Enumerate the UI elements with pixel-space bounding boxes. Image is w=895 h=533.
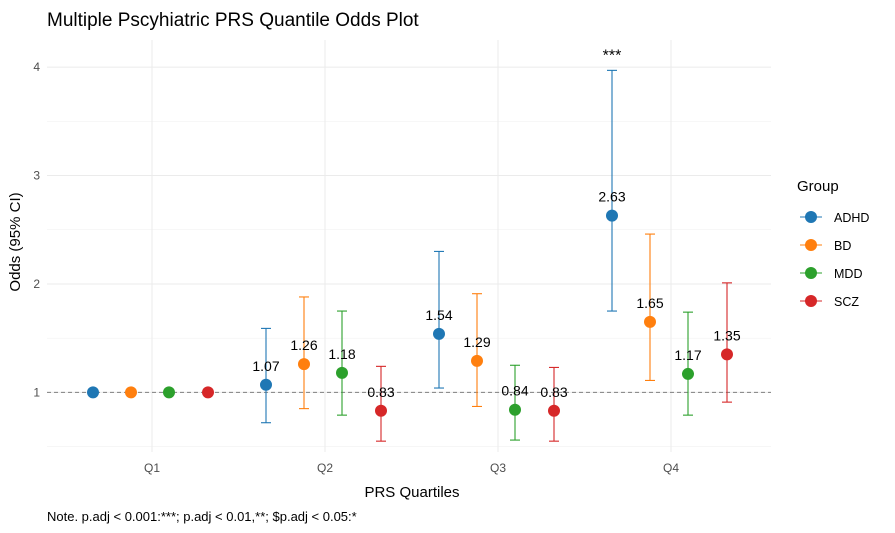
data-point xyxy=(336,366,348,379)
y-axis-ticks: 1 2 3 4 xyxy=(33,60,40,399)
data-point xyxy=(682,367,694,380)
legend-label: ADHD xyxy=(834,211,869,225)
legend-title: Group xyxy=(797,178,839,195)
plot-marks: 1.071.542.63***1.26 1.291.651.180.841.170… xyxy=(87,47,741,442)
data-label: 1.54 xyxy=(425,307,452,323)
x-tick-label: Q3 xyxy=(490,461,506,475)
data-point xyxy=(721,348,733,361)
x-tick-label: Q4 xyxy=(663,461,679,475)
legend-item-bd: BD xyxy=(800,239,851,253)
data-point xyxy=(606,209,618,222)
data-point xyxy=(471,354,483,367)
data-label: 0.83 xyxy=(367,384,394,400)
data-label: 1.65 xyxy=(636,295,663,311)
data-point xyxy=(125,386,137,399)
series-mdd: 1.18 0.84 1.17 xyxy=(163,310,702,441)
legend-label: SCZ xyxy=(834,295,859,309)
data-point xyxy=(260,378,272,391)
y-tick-label: 1 xyxy=(33,385,40,399)
legend-key-dot xyxy=(805,267,817,279)
x-axis-title: PRS Quartiles xyxy=(364,484,459,501)
y-axis-title: Odds (95% CI) xyxy=(7,192,24,291)
data-point xyxy=(509,403,521,416)
significance-label: *** xyxy=(603,47,622,64)
x-tick-label: Q1 xyxy=(144,461,160,475)
legend-item-scz: SCZ xyxy=(800,295,859,309)
data-point xyxy=(202,386,214,399)
data-point xyxy=(163,386,175,399)
x-axis-ticks: Q1 Q2 Q3 Q4 xyxy=(144,461,679,475)
series-scz: 0.83 0.83 1.35 xyxy=(202,282,741,442)
x-tick-label: Q2 xyxy=(317,461,333,475)
legend-key-dot xyxy=(805,295,817,307)
legend-label: BD xyxy=(834,239,851,253)
data-label: 1.07 xyxy=(252,358,279,374)
data-label: 1.35 xyxy=(713,327,740,343)
legend-item-mdd: MDD xyxy=(800,267,862,281)
data-point xyxy=(548,404,560,417)
y-tick-label: 2 xyxy=(33,277,40,291)
legend-item-adhd: ADHD xyxy=(800,211,869,225)
series-adhd: 1.07 1.54 2.63 *** xyxy=(87,47,626,424)
legend-label: MDD xyxy=(834,267,862,281)
series-bd: 1.26 1.29 1.65 xyxy=(125,233,664,410)
chart-title: Multiple Pscyhiatric PRS Quantile Odds P… xyxy=(47,10,419,31)
footnote: Note. p.adj < 0.001:***; p.adj < 0.01,**… xyxy=(47,509,357,524)
data-label: 1.17 xyxy=(674,347,701,363)
data-label: 1.26 xyxy=(290,337,317,353)
data-point xyxy=(644,315,656,328)
data-point xyxy=(87,386,99,399)
data-label: 0.83 xyxy=(540,384,567,400)
data-label: 0.84 xyxy=(501,383,528,399)
legend-key-dot xyxy=(805,211,817,223)
data-point xyxy=(375,404,387,417)
y-tick-label: 4 xyxy=(33,60,40,74)
data-point xyxy=(433,327,445,340)
y-tick-label: 3 xyxy=(33,169,40,183)
data-label: 1.29 xyxy=(463,334,490,350)
data-label: 1.18 xyxy=(328,346,355,362)
legend-key-dot xyxy=(805,239,817,251)
legend: Group ADHD BD MDD SCZ xyxy=(797,178,869,309)
data-point xyxy=(298,358,310,371)
data-label: 2.63 xyxy=(598,189,625,205)
grid xyxy=(47,40,771,452)
